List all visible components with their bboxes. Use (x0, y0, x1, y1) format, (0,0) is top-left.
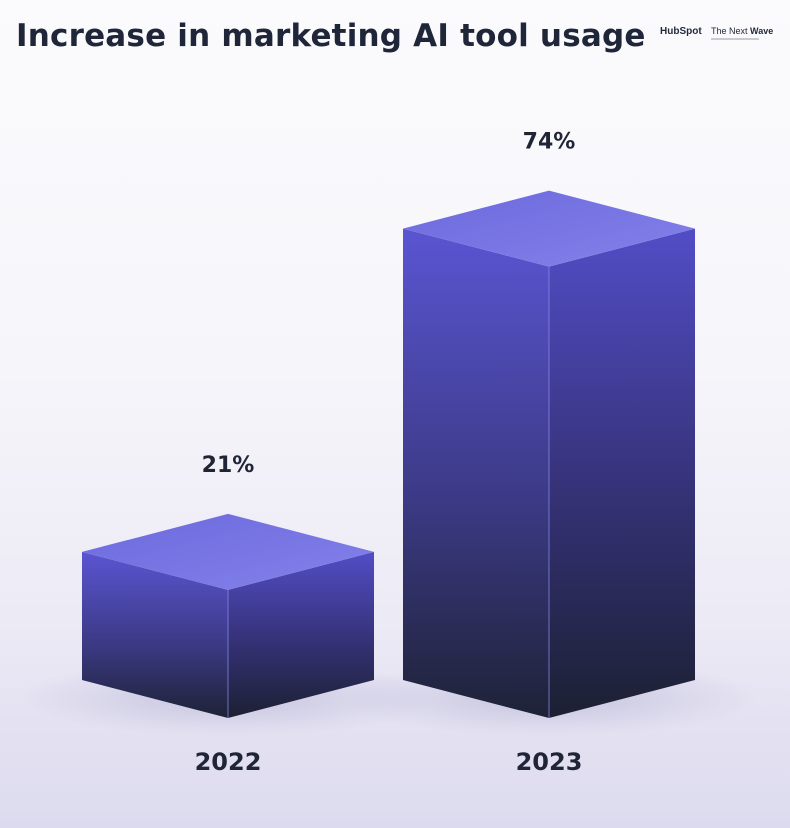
value-label-2022: 21% (202, 453, 255, 478)
chart-title: Increase in marketing AI tool usage (16, 18, 646, 54)
bar-2023: 74% 2023 (339, 130, 759, 776)
bar-face-left-2022 (82, 551, 228, 718)
next-wave-logo: The Next Wave (711, 26, 773, 40)
bar-face-right-2022 (228, 551, 374, 718)
bar-face-left-2023 (403, 228, 549, 718)
bar-face-top-2023 (403, 190, 695, 267)
category-label-2022: 2022 (195, 748, 262, 776)
value-label-2023: 74% (523, 130, 576, 155)
hubspot-logo: HubSpot (660, 26, 702, 37)
category-label-2023: 2023 (516, 748, 583, 776)
bar-2022: 21% 2022 (18, 453, 438, 776)
next-wave-tagline-mark (711, 38, 759, 40)
hubspot-logo-text: HubSpot (660, 26, 702, 37)
next-wave-logo-text: The Next Wave (711, 26, 774, 36)
bar-face-right-2023 (549, 228, 695, 718)
bar-face-top-2022 (82, 513, 374, 590)
